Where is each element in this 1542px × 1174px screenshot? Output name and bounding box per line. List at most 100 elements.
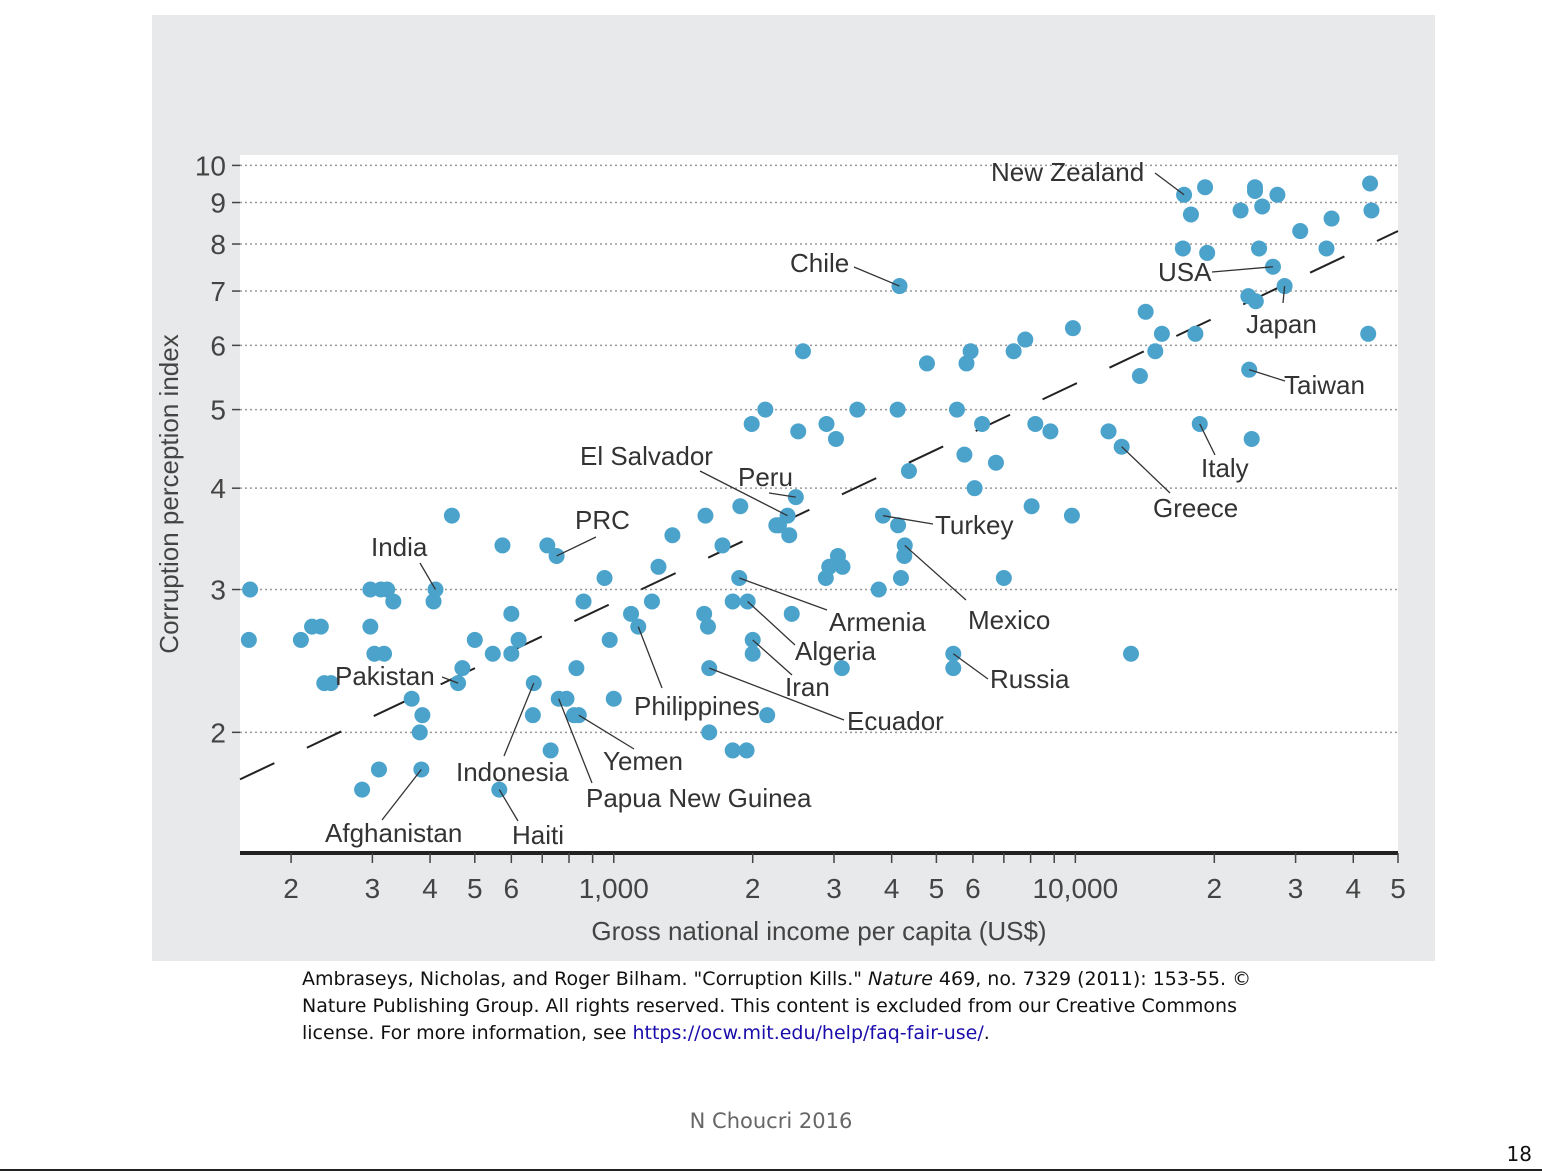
data-point <box>1318 240 1335 257</box>
data-point <box>701 724 718 741</box>
data-point <box>605 690 622 707</box>
data-point <box>962 343 979 360</box>
data-point <box>1027 415 1044 432</box>
x-tick-label: 2 <box>745 873 761 904</box>
annotation-label: Russia <box>990 664 1070 694</box>
data-point <box>1064 320 1081 337</box>
chart-panel: 2 3 4 5 6 7 8 9 10 2 3 4 5 6 1,000 2 3 4 5 6 10,000 2 3 4 5 Gross… <box>152 15 1435 961</box>
data-point <box>425 593 442 610</box>
data-point <box>575 593 592 610</box>
data-point <box>1362 175 1379 192</box>
data-point <box>1153 325 1170 342</box>
data-point <box>623 605 640 622</box>
data-point <box>724 742 741 759</box>
data-point <box>958 355 975 372</box>
data-point <box>1247 293 1264 310</box>
data-point <box>757 401 774 418</box>
data-point <box>312 618 329 635</box>
data-point <box>849 401 866 418</box>
annotation-label: Papua New Guinea <box>586 783 812 813</box>
annotation-leader <box>952 653 989 680</box>
annotation-leader <box>768 492 796 498</box>
data-point <box>1199 244 1216 261</box>
annotation-leader <box>578 714 635 750</box>
data-point <box>1251 240 1268 257</box>
data-point <box>503 645 520 662</box>
data-point <box>558 690 575 707</box>
data-point <box>918 355 935 372</box>
annotation-label: Greece <box>1153 493 1238 523</box>
data-point <box>643 593 660 610</box>
annotation-leader <box>1154 172 1185 196</box>
plot-area <box>240 155 1398 853</box>
annotation-leader <box>1248 369 1286 382</box>
data-point <box>743 415 760 432</box>
fair-use-link[interactable]: https://ocw.mit.edu/help/faq-fair-use/ <box>632 1022 984 1044</box>
data-point <box>376 645 393 662</box>
y-axis-title: Corruption perception index <box>154 334 184 653</box>
data-point <box>696 605 713 622</box>
data-point <box>744 645 761 662</box>
data-point <box>1123 645 1140 662</box>
annotation-label: Haiti <box>512 820 564 850</box>
annotation-label: USA <box>1158 257 1212 287</box>
data-point <box>1292 223 1309 240</box>
data-point <box>966 480 983 497</box>
data-point <box>322 675 339 692</box>
data-point <box>1005 343 1022 360</box>
annotation-label: Iran <box>785 672 830 702</box>
annotation-leader <box>637 626 663 689</box>
data-point <box>794 343 811 360</box>
annotation-leader <box>498 789 519 822</box>
x-tick-label: 1,000 <box>579 873 649 904</box>
data-point <box>385 593 402 610</box>
data-point <box>1017 331 1034 348</box>
data-point <box>596 569 613 586</box>
data-point <box>974 415 991 432</box>
data-point <box>781 527 798 544</box>
annotation-label: Italy <box>1201 453 1249 483</box>
data-point <box>987 454 1004 471</box>
data-point <box>699 618 716 635</box>
annotation-leader <box>441 676 459 684</box>
annotation-leader <box>556 536 597 557</box>
data-point <box>759 707 776 724</box>
annotation-label: Afghanistan <box>325 818 462 848</box>
x-tick-label: 3 <box>826 873 842 904</box>
data-point <box>601 631 618 648</box>
data-point <box>1254 198 1271 215</box>
y-tick-label: 9 <box>210 188 226 219</box>
y-tick-label: 7 <box>210 276 226 307</box>
data-point <box>370 761 387 778</box>
data-point <box>889 401 906 418</box>
data-point <box>833 660 850 677</box>
x-tick-label: 2 <box>283 873 299 904</box>
annotation-label: Turkey <box>935 510 1014 540</box>
data-point <box>834 558 851 575</box>
y-tick-label: 10 <box>195 150 226 181</box>
annotation-leader <box>1211 266 1274 273</box>
x-tick-label: 3 <box>365 873 381 904</box>
data-point <box>524 707 541 724</box>
data-point <box>995 569 1012 586</box>
y-tick-label: 2 <box>210 717 226 748</box>
data-point <box>362 618 379 635</box>
y-tick-label: 5 <box>210 395 226 426</box>
annotation-leader <box>1199 423 1216 456</box>
annotation-leader <box>1282 285 1286 304</box>
annotation-leader <box>739 577 828 611</box>
annotation-label: Ecuador <box>847 706 944 736</box>
data-point <box>1232 202 1249 219</box>
annotation-leader <box>1121 446 1171 494</box>
annotation-label: New Zealand <box>991 157 1144 187</box>
data-point <box>292 631 309 648</box>
data-point <box>484 645 501 662</box>
page-number: 18 <box>1506 1142 1532 1166</box>
x-tick-label: 2 <box>1207 873 1223 904</box>
data-point <box>242 581 259 598</box>
data-point <box>1137 303 1154 320</box>
data-point <box>732 498 749 515</box>
annotation-label: Japan <box>1246 309 1317 339</box>
annotation-label: India <box>371 532 428 562</box>
data-point <box>900 462 917 479</box>
